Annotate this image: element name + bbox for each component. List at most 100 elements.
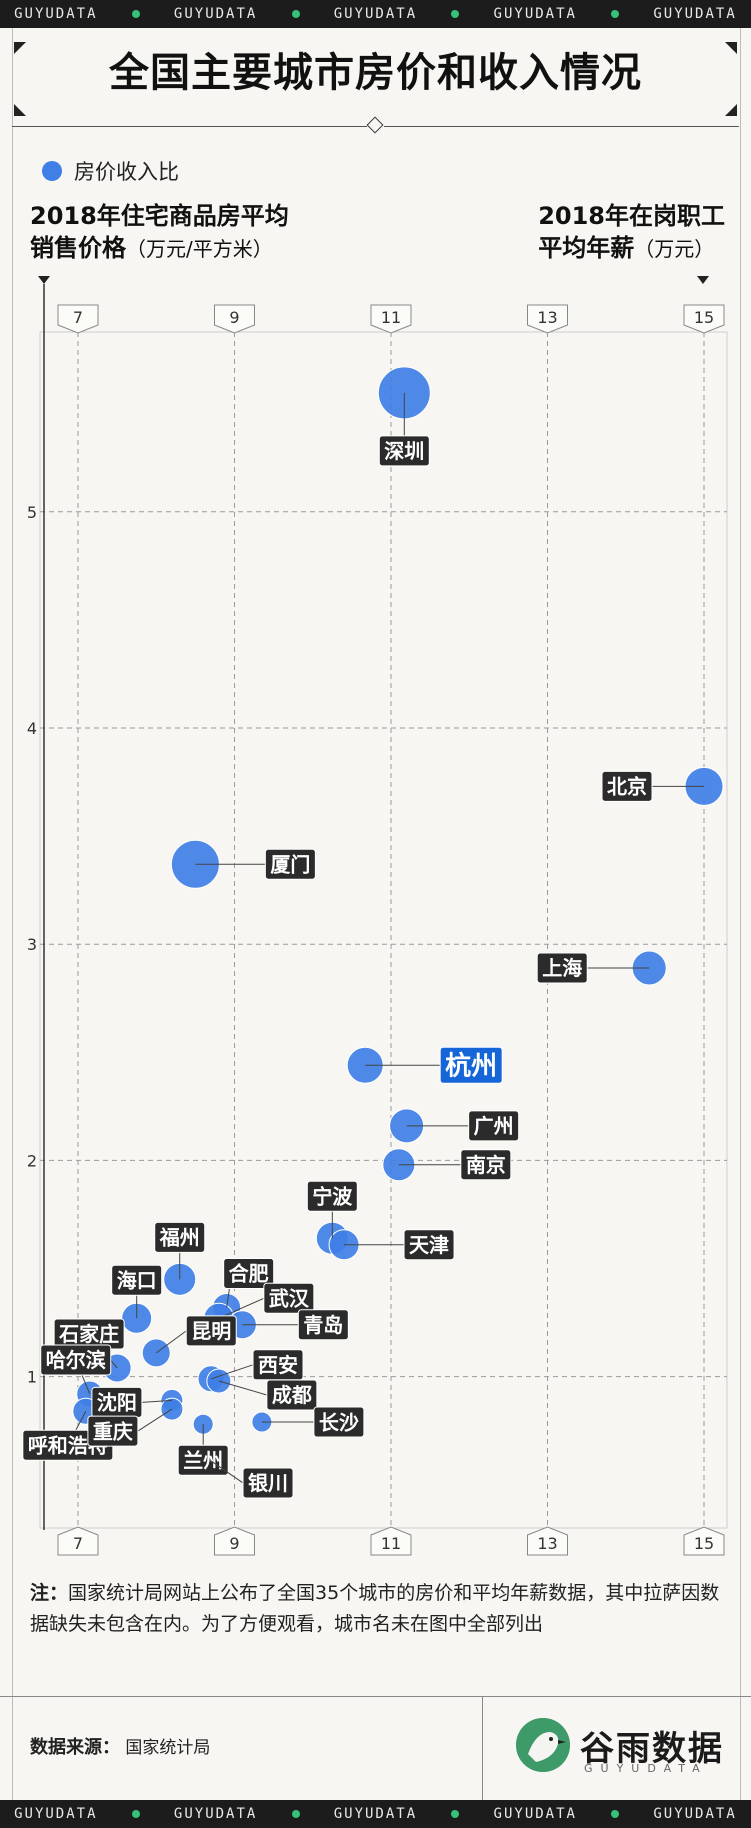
label-青岛: 青岛 (303, 1313, 343, 1337)
x-tick-label: 9 (229, 1534, 239, 1553)
label-box-南京 (460, 1149, 512, 1181)
label-box-上海 (536, 952, 588, 984)
label-哈尔滨: 哈尔滨 (46, 1348, 106, 1372)
band-dot-icon (611, 1810, 620, 1818)
x-tick-badge (370, 304, 412, 334)
corner-mark-top-right (725, 42, 737, 54)
legend-swatch (42, 161, 62, 181)
label-海口: 海口 (117, 1268, 157, 1292)
band-brand-text: GUYUDATA (173, 6, 258, 22)
label-宁波: 宁波 (312, 1184, 353, 1208)
x-tick-badge (57, 304, 99, 334)
y-axis-title-line1: 2018年住宅商品房平均 (30, 202, 289, 230)
source-label: 数据来源： (30, 1737, 120, 1758)
plot-frame (39, 331, 728, 1529)
label-银川: 银川 (248, 1471, 288, 1495)
label-box-重庆 (87, 1415, 139, 1447)
label-南京: 南京 (466, 1153, 506, 1177)
label-西安: 西安 (258, 1353, 298, 1377)
x-tick-label: 13 (537, 308, 557, 327)
x-tick-badge (57, 1526, 99, 1556)
page-frame (12, 28, 741, 1800)
x-tick-badge (214, 1526, 255, 1556)
band-brand-text: GUYUDATA (333, 1806, 418, 1822)
title-divider-left (12, 126, 367, 127)
legend: 房价收入比 (42, 156, 179, 186)
label-leader-成都 (218, 1380, 267, 1396)
label-沈阳: 沈阳 (97, 1391, 137, 1415)
x-tick-badge (527, 304, 568, 334)
x-tick-badge (683, 304, 725, 334)
x-axis-arrow-icon (697, 276, 709, 284)
footer-separator (482, 1697, 483, 1800)
label-武汉: 武汉 (269, 1286, 310, 1310)
label-合肥: 合肥 (229, 1262, 269, 1286)
bird-logo-icon (516, 1718, 570, 1772)
x-tick-badge (527, 1526, 568, 1556)
band-brand-text: GUYUDATA (173, 1806, 258, 1822)
band-dot-icon (291, 1810, 300, 1818)
x-tick-badge (370, 1526, 412, 1556)
label-重庆: 重庆 (93, 1419, 133, 1443)
x-axis-title: 2018年在岗职工 平均年薪（万元） (538, 200, 725, 265)
footnote-prefix: 注： (30, 1582, 69, 1604)
y-tick-label: 2 (27, 1151, 37, 1170)
y-axis-title-line2: 销售价格 (30, 234, 126, 262)
label-leader-重庆 (137, 1408, 173, 1432)
label-box-海口 (111, 1264, 163, 1296)
footnote: 注：国家统计局网站上公布了全国35个城市的房价和平均年薪数据，其中拉萨因数据缺失… (30, 1578, 720, 1640)
band-dot-icon (291, 10, 300, 18)
title-divider-right (384, 126, 739, 127)
label-成都: 成都 (272, 1383, 312, 1407)
label-box-广州 (468, 1110, 520, 1142)
label-box-成都 (266, 1379, 318, 1411)
brand-logo: 谷雨数据 GUYUDATA (516, 1718, 724, 1775)
data-source: 数据来源： 国家统计局 (30, 1733, 210, 1759)
x-tick-label: 13 (537, 1534, 557, 1553)
label-box-杭州 (439, 1046, 503, 1084)
x-tick-label: 7 (73, 1534, 83, 1553)
label-box-哈尔滨 (40, 1344, 112, 1376)
corner-mark-bottom-left (14, 104, 26, 116)
footnote-text: 国家统计局网站上公布了全国35个城市的房价和平均年薪数据，其中拉萨因数据缺失未包… (30, 1582, 720, 1635)
y-axis-title: 2018年住宅商品房平均 销售价格（万元/平方米） (30, 200, 289, 265)
label-长沙: 长沙 (319, 1410, 359, 1434)
label-box-昆明 (185, 1315, 237, 1347)
x-tick-badge (683, 1526, 725, 1556)
y-tick-label: 1 (27, 1368, 37, 1387)
corner-mark-bottom-right (725, 104, 737, 116)
top-brand-band: GUYUDATA GUYUDATA GUYUDATA GUYUDATA GUYUDATA (0, 0, 751, 28)
label-昆明: 昆明 (191, 1319, 231, 1343)
label-天津: 天津 (409, 1233, 449, 1257)
label-box-深圳 (378, 435, 430, 467)
legend-label: 房价收入比 (74, 160, 179, 184)
band-brand-text: GUYUDATA (653, 1806, 737, 1822)
label-福州: 福州 (159, 1226, 200, 1250)
band-dot-icon (451, 1810, 460, 1818)
label-北京: 北京 (607, 775, 647, 799)
band-dot-icon (611, 10, 620, 18)
y-axis-arrow-icon (38, 276, 50, 284)
band-brand-text: GUYUDATA (493, 1806, 577, 1822)
label-上海: 上海 (542, 956, 582, 980)
x-tick-label: 15 (694, 308, 714, 327)
footer-divider (0, 1696, 751, 1697)
label-box-宁波 (306, 1180, 358, 1212)
label-box-福州 (154, 1221, 206, 1253)
page-title: 全国主要城市房价和收入情况 (109, 50, 642, 96)
band-dot-icon (131, 10, 140, 18)
x-tick-label: 15 (694, 1534, 714, 1553)
label-box-北京 (601, 770, 653, 802)
brand-name-en: GUYUDATA (584, 1762, 708, 1775)
label-box-天津 (403, 1229, 455, 1261)
label-厦门: 厦门 (270, 852, 310, 876)
band-brand-text: GUYUDATA (14, 6, 98, 22)
label-box-合肥 (223, 1257, 275, 1289)
label-leader-武汉 (218, 1297, 265, 1319)
y-tick-label: 5 (27, 503, 37, 522)
label-box-青岛 (297, 1309, 349, 1341)
band-brand-text: GUYUDATA (333, 6, 418, 22)
x-axis-unit: （万元） (634, 237, 715, 261)
band-brand-text: GUYUDATA (653, 6, 737, 22)
